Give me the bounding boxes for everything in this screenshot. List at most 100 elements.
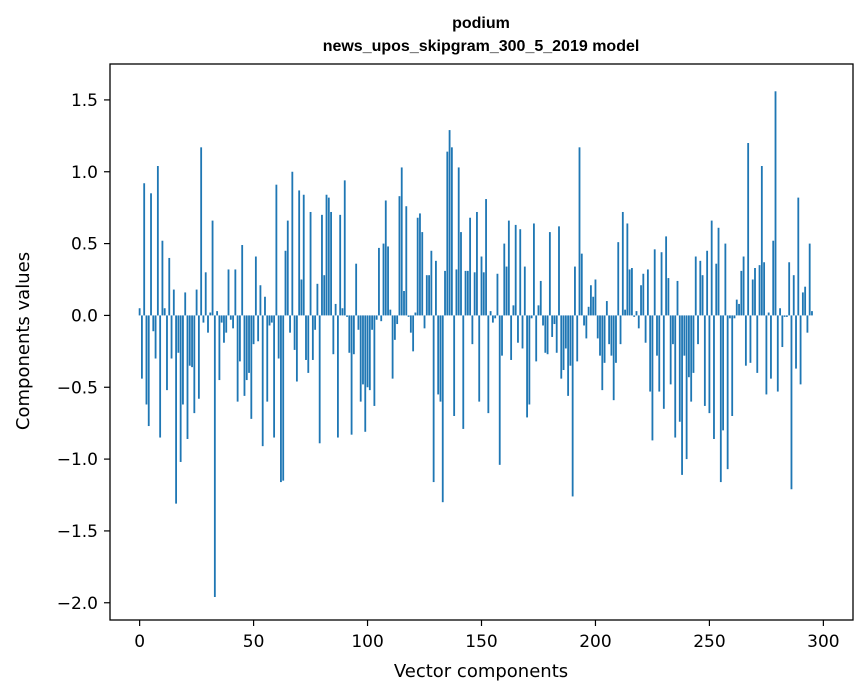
bar	[259, 285, 262, 316]
bar	[368, 315, 371, 391]
bar	[681, 315, 683, 475]
bar	[473, 272, 476, 316]
bar	[152, 315, 155, 332]
bar	[724, 243, 727, 316]
bar	[156, 166, 159, 316]
bar	[170, 315, 173, 359]
bar	[489, 311, 492, 316]
bar	[277, 315, 280, 359]
bar	[350, 315, 353, 435]
bar	[667, 278, 670, 316]
bar	[706, 250, 709, 316]
bar	[220, 315, 223, 323]
bar	[316, 283, 319, 316]
bar	[747, 143, 750, 316]
bar	[485, 199, 487, 316]
bar	[391, 315, 394, 379]
bar	[346, 315, 348, 317]
bar	[699, 260, 702, 316]
bar	[772, 240, 775, 316]
bar	[646, 269, 649, 316]
bar	[612, 315, 615, 401]
bar	[742, 256, 745, 316]
bar	[254, 256, 257, 316]
bar	[257, 315, 260, 342]
bar	[323, 275, 326, 316]
bar	[669, 315, 672, 385]
bar	[785, 315, 788, 317]
bar	[141, 315, 143, 379]
bar	[343, 180, 346, 316]
bar	[325, 194, 328, 316]
bar	[211, 220, 214, 316]
bar	[193, 315, 196, 414]
bar	[546, 315, 549, 355]
bar	[808, 243, 811, 316]
x-tick-label: 150	[465, 632, 497, 652]
bar	[719, 315, 722, 483]
bar	[393, 315, 396, 340]
bar	[539, 280, 542, 316]
bar	[542, 315, 544, 326]
bar	[159, 315, 162, 438]
x-tick-label: 200	[579, 632, 611, 652]
bar	[446, 151, 449, 316]
bar	[298, 190, 301, 316]
bar	[469, 217, 472, 316]
bar	[644, 315, 647, 343]
bar	[574, 266, 576, 316]
bar	[619, 315, 622, 345]
bar	[448, 130, 451, 316]
bar	[291, 171, 294, 316]
bar	[526, 315, 528, 418]
bar	[744, 315, 747, 366]
bar	[366, 315, 369, 388]
bar	[683, 315, 686, 356]
bar	[776, 315, 779, 392]
bar	[651, 315, 654, 441]
bar	[637, 315, 640, 329]
bar	[555, 315, 558, 353]
bar	[154, 315, 157, 359]
bar	[662, 315, 665, 409]
bar	[537, 305, 540, 316]
bar	[717, 227, 720, 316]
bar	[243, 315, 246, 396]
bar	[482, 272, 485, 316]
bar	[432, 315, 435, 483]
y-axis-label: Components values	[13, 252, 34, 430]
bar	[307, 315, 310, 373]
bar	[676, 280, 679, 316]
bar	[514, 224, 517, 316]
bar	[788, 262, 791, 316]
bar	[551, 315, 554, 337]
bar	[453, 315, 456, 416]
bar	[505, 266, 508, 316]
bar	[318, 315, 321, 444]
bar	[403, 291, 405, 316]
bar	[523, 266, 526, 316]
bar	[564, 315, 567, 349]
bar	[213, 315, 216, 598]
bar	[733, 315, 736, 319]
bar	[601, 315, 604, 391]
bar	[631, 268, 633, 316]
bar	[225, 315, 228, 333]
bar	[587, 306, 590, 316]
bar	[792, 275, 795, 316]
bar	[284, 250, 287, 316]
bar	[462, 315, 465, 429]
bar	[580, 253, 583, 316]
bar	[674, 315, 677, 438]
bar	[548, 232, 551, 316]
bar	[804, 286, 807, 316]
bar	[754, 268, 756, 316]
bar	[437, 315, 440, 395]
y-tick-label: −1.5	[57, 522, 98, 542]
bar	[487, 315, 490, 414]
bar	[236, 315, 239, 402]
bar	[626, 223, 629, 316]
bar	[562, 315, 565, 371]
bar	[478, 315, 481, 402]
bar	[337, 315, 339, 438]
